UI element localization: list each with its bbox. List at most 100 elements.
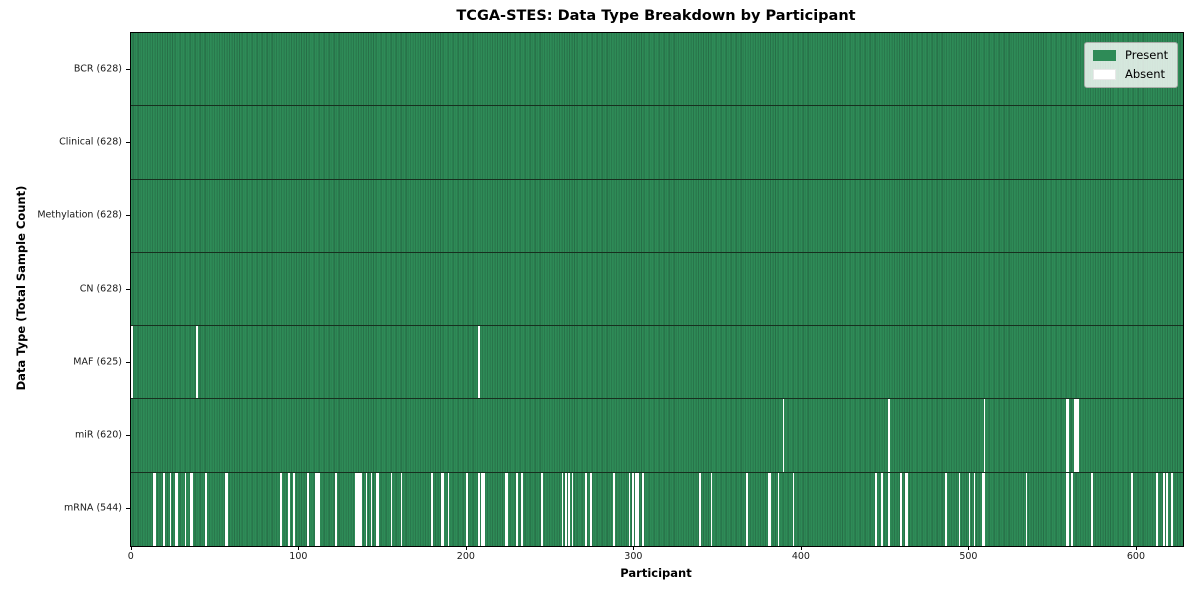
absent-stripe	[318, 472, 321, 546]
x-tick-label-200: 200	[456, 551, 475, 562]
absent-stripe	[904, 472, 907, 546]
absent-stripe	[375, 472, 378, 546]
absent-stripe	[1067, 399, 1070, 472]
absent-stripe	[280, 472, 282, 546]
absent-stripe	[466, 472, 468, 546]
absent-stripe	[400, 472, 403, 546]
absent-stripe	[477, 326, 480, 399]
absent-stripe	[440, 472, 443, 546]
absent-stripe	[613, 472, 616, 546]
absent-stripe	[1075, 399, 1078, 472]
absent-swatch-icon	[1093, 68, 1116, 80]
heatmap-row-mrna	[131, 472, 1183, 546]
absent-stripe	[521, 472, 524, 546]
plot-area	[130, 32, 1184, 547]
absent-stripe	[335, 472, 338, 546]
absent-stripe	[477, 472, 480, 546]
absent-stripe	[899, 472, 902, 546]
absent-stripe	[390, 472, 393, 546]
legend-item-present: Present	[1093, 48, 1168, 62]
y-tick-label-mrna: mRNA (544)	[63, 502, 122, 514]
absent-stripe	[1070, 472, 1073, 546]
absent-stripe	[636, 472, 639, 546]
absent-stripe	[370, 472, 373, 546]
absent-stripe	[888, 472, 890, 546]
absent-stripe	[224, 472, 227, 546]
y-tick-mark	[126, 68, 130, 70]
x-tick-label-100: 100	[289, 551, 308, 562]
heatmap-row-clinical	[131, 106, 1183, 180]
absent-stripe	[641, 472, 644, 546]
absent-stripe	[1171, 472, 1174, 546]
legend-label-absent: Absent	[1125, 67, 1166, 81]
absent-stripe	[481, 472, 483, 546]
x-tick-mark	[800, 546, 802, 550]
absent-stripe	[1067, 472, 1070, 546]
x-axis-label: Participant	[620, 566, 692, 580]
absent-stripe	[983, 472, 986, 546]
absent-stripe	[631, 472, 634, 546]
absent-stripe	[1090, 472, 1093, 546]
y-tick-mark	[126, 361, 130, 363]
absent-stripe	[204, 472, 207, 546]
y-tick-label-maf: MAF (625)	[73, 356, 122, 368]
absent-stripe	[1156, 472, 1158, 546]
absent-stripe	[176, 472, 179, 546]
absent-stripe	[516, 472, 519, 546]
y-tick-mark	[126, 141, 130, 143]
y-tick-mark	[126, 288, 130, 290]
x-tick-label-500: 500	[959, 551, 978, 562]
absent-stripe	[561, 472, 564, 546]
absent-stripe	[191, 472, 194, 546]
x-tick-mark	[465, 546, 467, 550]
absent-stripe	[1074, 399, 1076, 472]
absent-stripe	[906, 472, 909, 546]
absent-stripe	[131, 326, 133, 399]
y-tick-mark	[126, 435, 130, 437]
absent-stripe	[430, 472, 433, 546]
absent-stripe	[777, 472, 780, 546]
absent-stripe	[571, 472, 574, 546]
absent-stripe	[357, 472, 359, 546]
absent-stripe	[973, 472, 976, 546]
absent-stripe	[541, 472, 544, 546]
heatmap-row-methylation	[131, 179, 1183, 253]
absent-stripe	[174, 472, 177, 546]
y-tick-label-mir: miR (620)	[74, 429, 122, 441]
absent-stripe	[315, 472, 318, 546]
absent-stripe	[306, 472, 309, 546]
absent-stripe	[628, 472, 631, 546]
absent-stripe	[442, 472, 445, 546]
y-tick-label-bcr: BCR (628)	[73, 63, 122, 75]
absent-stripe	[447, 472, 450, 546]
heatmap-row-bcr	[131, 33, 1183, 107]
y-tick-label-cn: CN (628)	[79, 283, 122, 294]
x-tick-label-400: 400	[791, 551, 810, 562]
absent-stripe	[293, 472, 296, 546]
absent-stripe	[983, 399, 986, 472]
absent-stripe	[782, 399, 785, 472]
absent-stripe	[482, 472, 485, 546]
legend-label-present: Present	[1125, 48, 1169, 62]
chart-title: TCGA-STES: Data Type Breakdown by Partic…	[456, 8, 856, 24]
x-tick-label-300: 300	[624, 551, 643, 562]
absent-stripe	[888, 399, 890, 472]
absent-stripe	[568, 472, 570, 546]
absent-stripe	[981, 472, 984, 546]
y-tick-mark	[126, 508, 130, 510]
absent-stripe	[316, 472, 319, 546]
x-tick-mark	[968, 546, 970, 550]
absent-stripe	[767, 472, 770, 546]
absent-stripe	[1166, 472, 1169, 546]
absent-stripe	[226, 472, 229, 546]
x-tick-label-600: 600	[1126, 551, 1145, 562]
x-tick-label-0: 0	[127, 551, 134, 562]
x-tick-mark	[633, 546, 635, 550]
absent-stripe	[881, 472, 884, 546]
absent-stripe	[945, 472, 947, 546]
legend: Present Absent	[1084, 42, 1179, 88]
absent-stripe	[769, 472, 772, 546]
absent-stripe	[1077, 399, 1080, 472]
absent-stripe	[360, 472, 363, 546]
